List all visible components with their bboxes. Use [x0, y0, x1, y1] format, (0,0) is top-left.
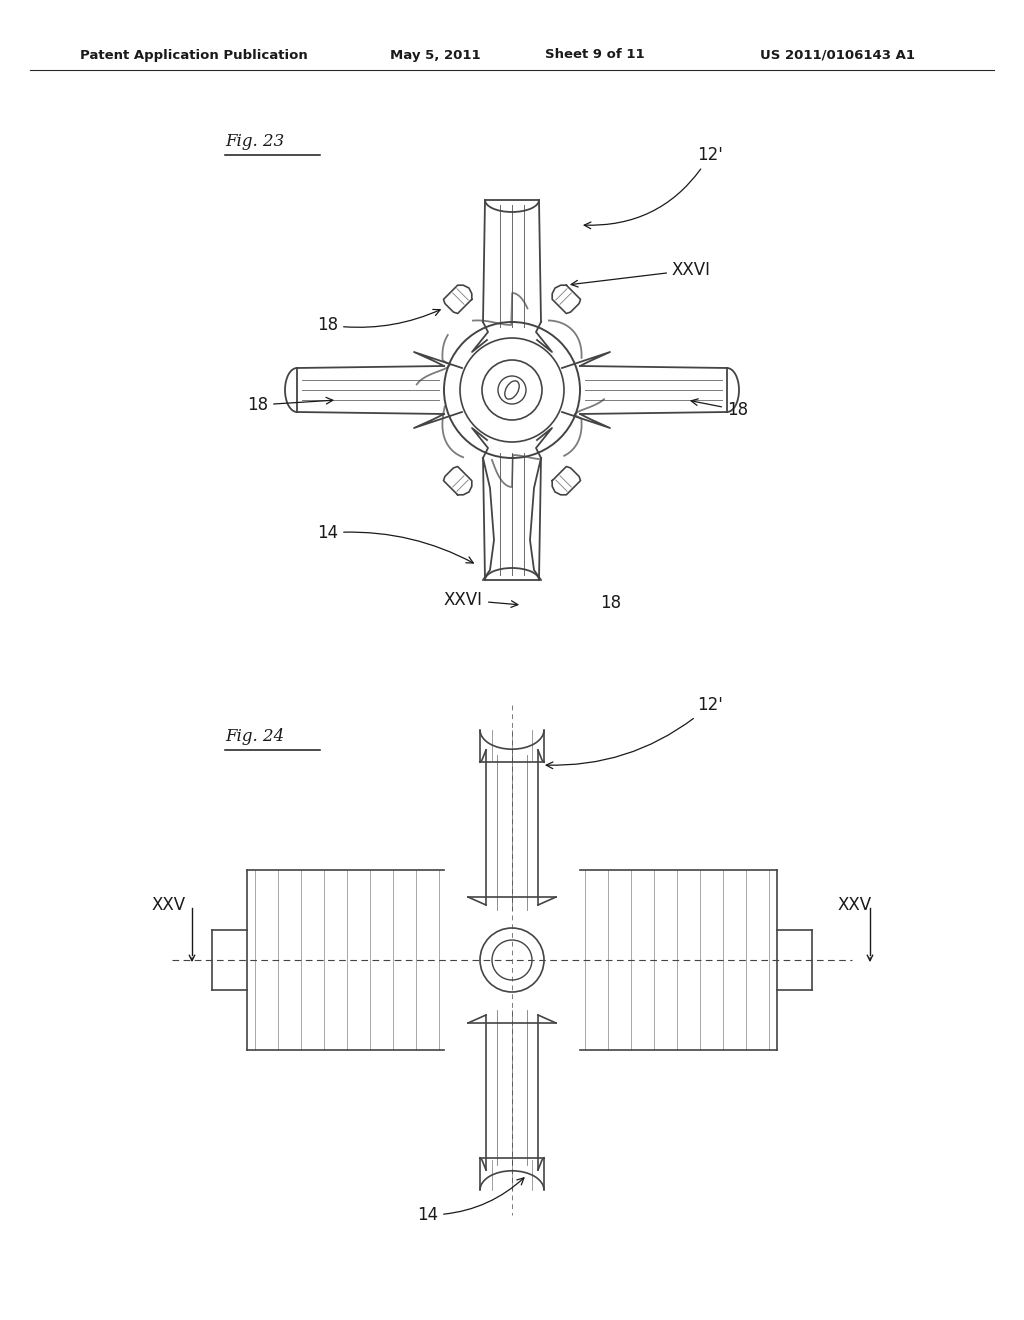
Text: May 5, 2011: May 5, 2011 — [390, 49, 480, 62]
Text: 14: 14 — [417, 1177, 524, 1224]
Text: Sheet 9 of 11: Sheet 9 of 11 — [545, 49, 645, 62]
Text: XXVI: XXVI — [444, 591, 518, 609]
Text: XXV: XXV — [152, 896, 186, 913]
Text: 12': 12' — [584, 147, 723, 228]
Text: Fig. 24: Fig. 24 — [225, 729, 285, 744]
Text: 18: 18 — [600, 594, 622, 612]
Text: 18: 18 — [691, 399, 749, 418]
Text: US 2011/0106143 A1: US 2011/0106143 A1 — [760, 49, 915, 62]
Text: XXV: XXV — [837, 896, 871, 913]
Text: Fig. 23: Fig. 23 — [225, 133, 285, 150]
Text: 18: 18 — [317, 309, 440, 334]
Text: Patent Application Publication: Patent Application Publication — [80, 49, 308, 62]
Text: XXVI: XXVI — [571, 261, 711, 286]
Text: 18: 18 — [247, 396, 333, 414]
Text: 12': 12' — [546, 696, 723, 768]
Text: 14: 14 — [317, 524, 473, 564]
